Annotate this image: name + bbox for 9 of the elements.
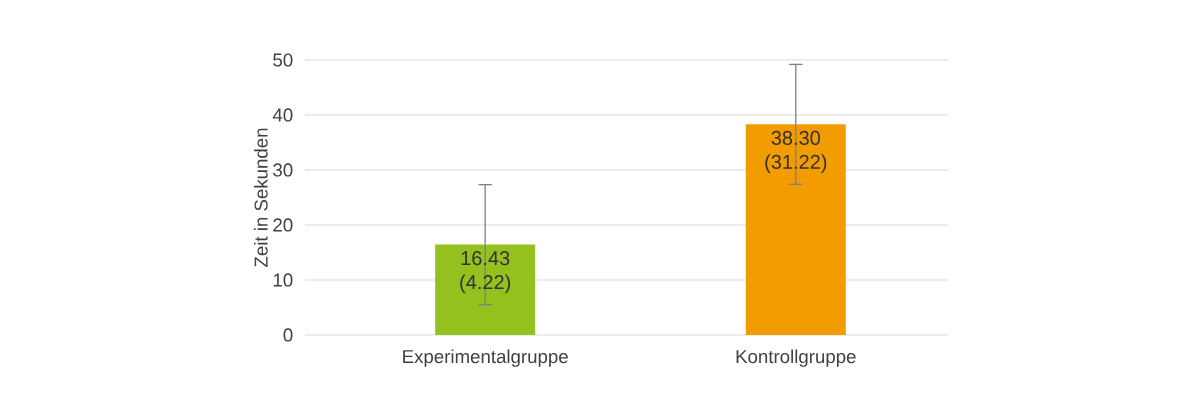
y-tick-label: 20 [273,218,293,232]
y-tick-label: 40 [272,108,293,122]
x-tick-label: Kontrollgruppe [736,349,856,367]
y-tick-label: 50 [273,53,293,67]
y-axis-title: Zeit in Sekunden [254,128,268,267]
y-tick-label: 10 [273,273,293,287]
y-tick-label: 0 [283,328,293,342]
x-tick-label: Experimentalgruppe [403,349,568,367]
y-tick-label: 30 [273,163,293,177]
